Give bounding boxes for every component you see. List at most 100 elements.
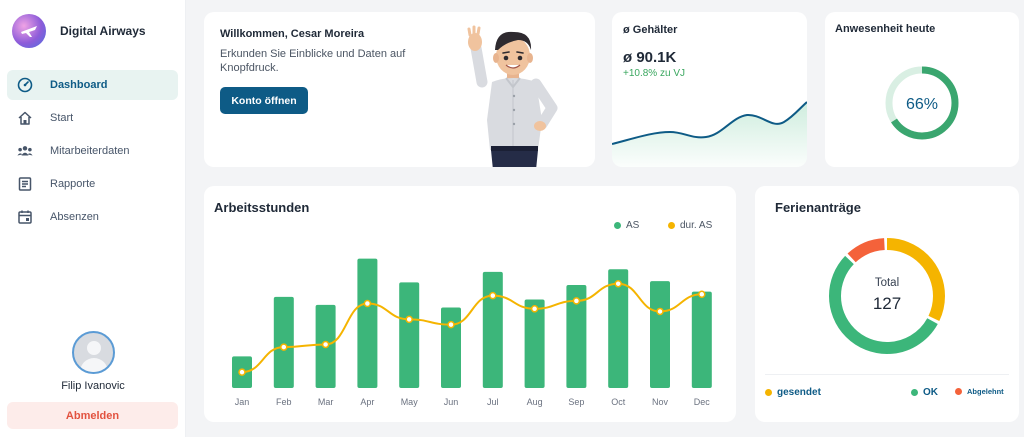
salary-title: ø Gehälter (623, 24, 678, 36)
salary-change: +10.8% zu VJ (623, 68, 685, 79)
bar-apr[interactable] (357, 258, 378, 388)
tick-label: Aug (527, 397, 543, 407)
tick-label: Dec (694, 397, 711, 407)
legend-dot (911, 389, 918, 396)
brand-logo (12, 14, 46, 48)
tick-label: Jul (487, 397, 499, 407)
report-icon (17, 176, 33, 192)
sidebar-item-label: Mitarbeiterdaten (50, 145, 130, 157)
donut-total-value: 127 (872, 294, 902, 313)
welcome-title: Willkommen, Cesar Moreira (220, 28, 365, 40)
donut-total-label: Total (874, 277, 900, 289)
avg-point-oct[interactable] (614, 279, 622, 288)
avg-line (241, 282, 702, 374)
avg-point-nov[interactable] (656, 307, 664, 316)
welcome-text: Erkunden Sie Einblicke und Daten auf Kno… (220, 48, 406, 74)
tick-label: Nov (652, 397, 669, 407)
avg-point-aug[interactable] (530, 305, 539, 313)
logout-button[interactable]: Abmelden (7, 402, 178, 429)
legend-label: dur. AS (680, 220, 713, 231)
bar-jun[interactable] (441, 307, 461, 388)
avg-point-feb[interactable] (280, 343, 288, 351)
hours-card: Arbeitsstunden AS dur. AS Jan Feb Mar Apr Ma… (204, 186, 736, 422)
salary-value: ø 90.1K (623, 49, 677, 66)
donut-slice-gesendet[interactable] (829, 238, 945, 354)
user-profile[interactable]: Filip Ivanovic (0, 331, 186, 392)
sidebar-item-label: Start (50, 112, 74, 124)
legend-label: gesendet (777, 387, 821, 398)
avg-point-may[interactable] (405, 315, 413, 324)
donut-slice-ok[interactable] (829, 238, 945, 354)
legend-dot (955, 388, 962, 395)
legend-dot (614, 222, 621, 229)
legend-dur-as: dur. AS (668, 220, 712, 231)
sidebar-item-rapporte[interactable]: Rapporte (7, 169, 178, 199)
sidebar-item-absenzen[interactable]: Absenzen (7, 202, 178, 232)
vacation-card: Ferienanträge Total 127 gesendet OK Abge… (755, 186, 1019, 422)
sidebar-item-label: Rapporte (50, 178, 96, 190)
avg-point-jan[interactable] (238, 368, 246, 376)
sidebar-item-start[interactable]: Start (7, 103, 178, 133)
dashboard-icon (17, 77, 33, 93)
brand-name: Digital Airways (60, 24, 146, 38)
avg-point-jun[interactable] (447, 320, 455, 329)
donut-center: Total 127 (827, 236, 947, 356)
legend-rejected: Abgelehnt (955, 387, 1004, 396)
presence-title: Anwesenheit heute (835, 23, 936, 35)
sidebar: Digital Airways Dashboard Start Mitarbei… (0, 0, 186, 437)
hours-title: Arbeitsstunden (214, 200, 310, 215)
tick-label: Jun (444, 397, 459, 407)
bar-feb[interactable] (273, 296, 294, 388)
bar-jul[interactable] (482, 271, 503, 388)
avg-point-sep[interactable] (572, 297, 581, 305)
bar-nov[interactable] (650, 281, 670, 388)
sidebar-item-label: Absenzen (50, 211, 99, 223)
presence-arc (885, 66, 959, 140)
open-account-button[interactable]: Konto öffnen (220, 87, 308, 114)
avatar[interactable] (71, 331, 115, 374)
people-icon (17, 143, 33, 159)
tick-label: Feb (276, 397, 292, 407)
tick-label: Mar (318, 397, 334, 407)
tick-label: Sep (568, 397, 584, 407)
legend-as: AS (614, 220, 639, 231)
bar-aug[interactable] (524, 299, 545, 388)
salary-card: ø Gehälter ø 90.1K +10.8% zu VJ (612, 12, 807, 167)
legend-dot (668, 222, 675, 229)
legend-label: Abgelehnt (967, 387, 1004, 396)
welcome-card: Willkommen, Cesar Moreira Erkunden Sie E… (204, 12, 595, 167)
sidebar-nav: Dashboard Start Mitarbeiterdaten Rapport… (7, 70, 178, 235)
bar-dec[interactable] (691, 291, 712, 388)
legend-label: AS (626, 220, 640, 231)
legend-sent: gesendet (765, 387, 821, 398)
brand[interactable]: Digital Airways (12, 14, 146, 48)
legend-dot (765, 389, 772, 396)
tick-label: May (401, 397, 419, 407)
vacation-title: Ferienanträge (775, 200, 861, 215)
avg-point-jul[interactable] (489, 291, 497, 300)
legend-ok: OK (911, 387, 938, 398)
vacation-donut (829, 238, 945, 354)
presence-ring: 66% (885, 66, 959, 140)
airplane-icon (21, 26, 37, 37)
avg-point-dec[interactable] (698, 290, 706, 299)
hours-chart: Jan Feb Mar Apr May Jun Jul Aug Sep Oct Nov Dec (232, 258, 712, 407)
bar-oct[interactable] (608, 269, 629, 388)
bar-may[interactable] (399, 282, 420, 388)
avg-point-apr[interactable] (363, 299, 372, 308)
sidebar-item-label: Dashboard (50, 79, 108, 91)
bar-sep[interactable] (566, 285, 587, 388)
tick-label: Jan (235, 397, 250, 407)
mascot-illustration (467, 25, 558, 167)
home-icon (17, 110, 33, 126)
sidebar-item-mitarbeiterdaten[interactable]: Mitarbeiterdaten (7, 136, 178, 166)
divider (765, 374, 1009, 375)
legend-label: OK (923, 387, 938, 398)
sidebar-item-dashboard[interactable]: Dashboard (7, 70, 178, 100)
calendar-icon (17, 209, 33, 225)
tick-label: Oct (611, 397, 626, 407)
user-name: Filip Ivanovic (61, 380, 125, 392)
tick-label: Apr (360, 397, 374, 407)
avg-point-mar[interactable] (321, 340, 330, 349)
presence-value: 66% (906, 96, 938, 113)
